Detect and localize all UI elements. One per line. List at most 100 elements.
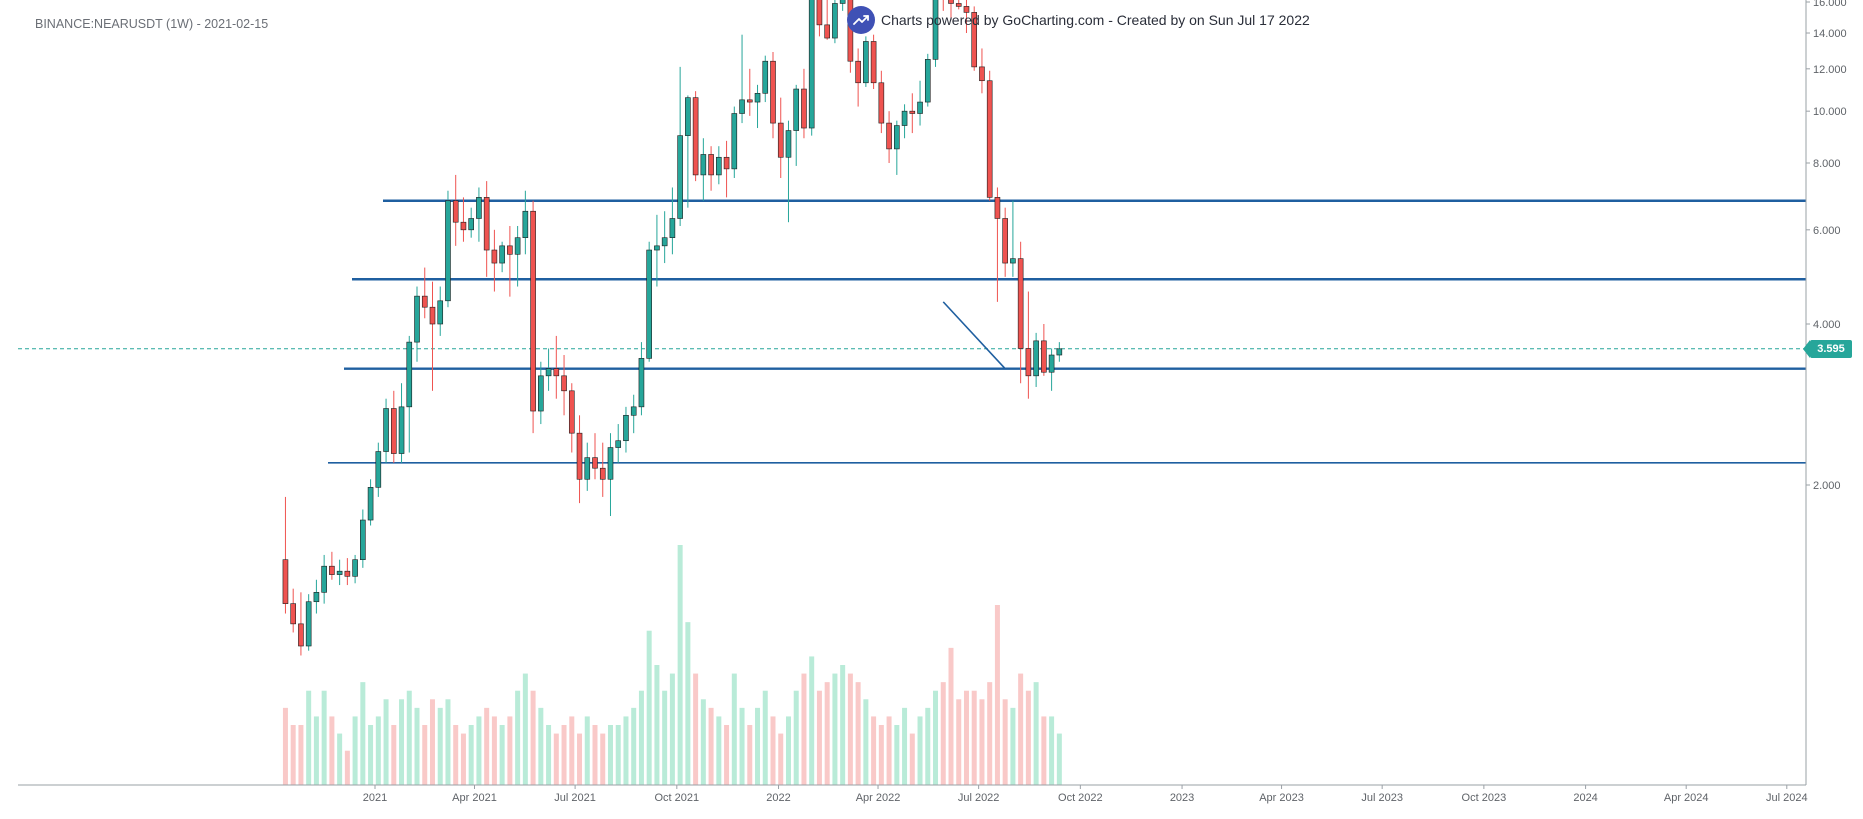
volume-bar [917, 716, 923, 785]
volume-bar [824, 682, 830, 785]
price-tick-label: 2.000 [1813, 480, 1841, 492]
volume-bar [546, 725, 552, 785]
candle-body [878, 82, 885, 124]
candle-body [770, 60, 776, 124]
volume-bar [662, 690, 668, 785]
candle-body [808, 0, 815, 129]
candle-body [1002, 218, 1008, 264]
time-tick-label: Apr 2024 [1664, 792, 1709, 804]
volume-bar [507, 716, 513, 785]
volume-bar [383, 699, 389, 785]
volume-bar [530, 690, 536, 785]
volume-bar [933, 690, 939, 785]
volume-bar [344, 750, 350, 785]
volume-bar [406, 690, 412, 785]
volume-bar [700, 699, 706, 785]
time-tick-label: Jul 2022 [958, 792, 1000, 804]
candle-body [955, 3, 962, 7]
candle-body [801, 88, 807, 129]
candle-body [398, 406, 405, 454]
volume-bar [600, 733, 606, 785]
volume-bar [399, 699, 405, 785]
volume-bar [840, 665, 846, 785]
volume-bar [925, 707, 931, 785]
volume-bar [724, 725, 730, 785]
volume-bar [809, 656, 815, 785]
volume-bar [306, 690, 312, 785]
candle-body [352, 559, 358, 577]
candle-body [785, 130, 792, 158]
candle-body [445, 200, 451, 302]
time-tick-label: Oct 2022 [1058, 792, 1103, 804]
candle-body [646, 249, 652, 359]
candle-body [414, 295, 420, 343]
candle-body [576, 432, 583, 480]
candle-body [390, 408, 397, 454]
volume-bar [816, 690, 822, 785]
candle-body [661, 237, 668, 247]
candle-body [692, 97, 699, 176]
candles-layer [282, 0, 1063, 656]
volume-bar [1002, 699, 1008, 785]
candle-body [986, 80, 993, 198]
volume-bar [747, 725, 753, 785]
volume-bar [429, 699, 435, 785]
volume-bar [538, 707, 544, 785]
candle-body [716, 156, 722, 176]
volume-bar [963, 690, 969, 785]
volume-bar [414, 707, 420, 785]
volume-bar [321, 690, 327, 785]
candle-body [909, 110, 916, 114]
price-tick-label: 12.000 [1813, 64, 1847, 76]
volume-bar [731, 673, 737, 785]
volume-bar [368, 725, 374, 785]
volume-bar [584, 716, 590, 785]
candle-body [793, 88, 800, 131]
volume-bar [638, 690, 644, 785]
volume-bar [329, 716, 335, 785]
trend-up-icon[interactable] [847, 6, 875, 34]
volume-bar [956, 699, 962, 785]
time-tick-label: Apr 2022 [856, 792, 901, 804]
candle-body [971, 12, 978, 68]
volume-bar [801, 673, 807, 785]
candle-body [367, 487, 374, 521]
candle-body [507, 245, 513, 255]
candle-body [677, 135, 683, 219]
time-tick-label: Jul 2023 [1361, 792, 1403, 804]
volume-bar [940, 682, 946, 785]
candle-body [406, 341, 413, 408]
time-axis[interactable]: 2021 Apr 2021 Jul 2021 Oct 2021 2022 Apr 2022… [18, 784, 1808, 804]
candle-body [685, 97, 691, 136]
trendline [942, 301, 1006, 370]
volume-bar [631, 707, 637, 785]
candle-body [522, 210, 529, 238]
volume-bar [561, 725, 567, 785]
candle-body [561, 375, 567, 392]
volume-bar [569, 716, 575, 785]
candle-body [1025, 348, 1032, 377]
candle-body [886, 122, 892, 150]
volume-bar [793, 690, 799, 785]
volume-bar [484, 707, 490, 785]
volume-bar [677, 545, 683, 785]
candle-body [336, 570, 343, 575]
volume-bar [716, 716, 722, 785]
volume-bar [708, 707, 714, 785]
volume-bar [894, 725, 900, 785]
candle-body [530, 210, 536, 412]
credit-banner: Charts powered by GoCharting.com - Creat… [847, 5, 1310, 35]
volume-bar [1041, 716, 1047, 785]
volume-bar [948, 647, 954, 785]
candle-body [700, 154, 707, 176]
candle-body [894, 125, 900, 150]
volume-bar [282, 707, 288, 785]
candle-body [615, 440, 622, 448]
time-tick-label: Oct 2023 [1462, 792, 1507, 804]
volume-bar [778, 733, 784, 785]
candle-body [584, 457, 591, 480]
candle-body [669, 218, 676, 238]
price-axis[interactable]: 26.00024.00022.00020.00018.00016.00014.0… [1805, 0, 1847, 785]
volume-bar [515, 690, 521, 785]
